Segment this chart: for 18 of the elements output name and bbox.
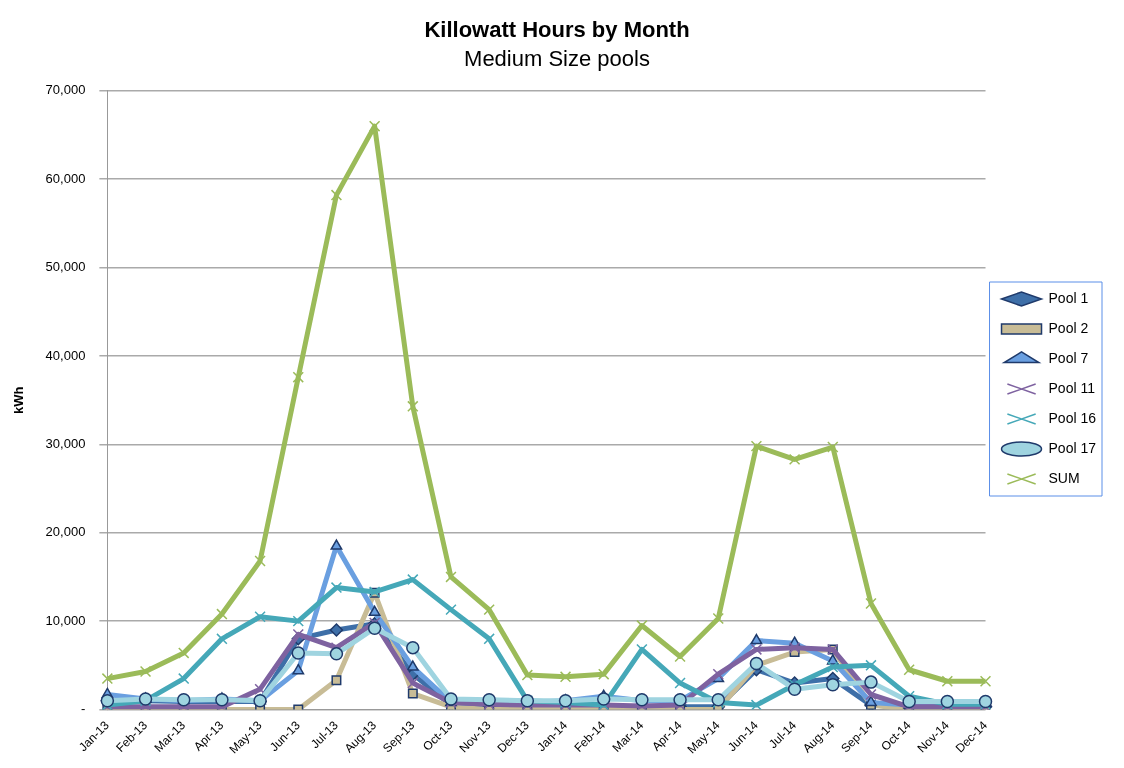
legend-label: SUM	[1048, 469, 1080, 486]
y-tick-label: 40,000	[45, 347, 86, 363]
legend-label: Pool 2	[1048, 319, 1089, 336]
y-axis-title: kWh	[11, 386, 27, 414]
chart-subtitle: Medium Size pools	[464, 45, 650, 71]
y-tick-label: 30,000	[45, 435, 86, 451]
legend-label: Pool 7	[1048, 349, 1089, 366]
legend-label: Pool 11	[1048, 379, 1096, 396]
legend-label: Pool 1	[1048, 289, 1089, 306]
y-tick-label: -	[81, 701, 86, 717]
y-tick-label: 70,000	[45, 82, 86, 98]
y-tick-label: 50,000	[45, 259, 86, 275]
y-tick-label: 20,000	[45, 524, 86, 540]
legend-label: Pool 16	[1048, 409, 1097, 426]
legend-label: Pool 17	[1048, 439, 1097, 456]
chart-title: Killowatt Hours by Month	[424, 17, 690, 43]
y-tick-label: 60,000	[45, 170, 86, 186]
y-tick-label: 10,000	[45, 612, 86, 628]
